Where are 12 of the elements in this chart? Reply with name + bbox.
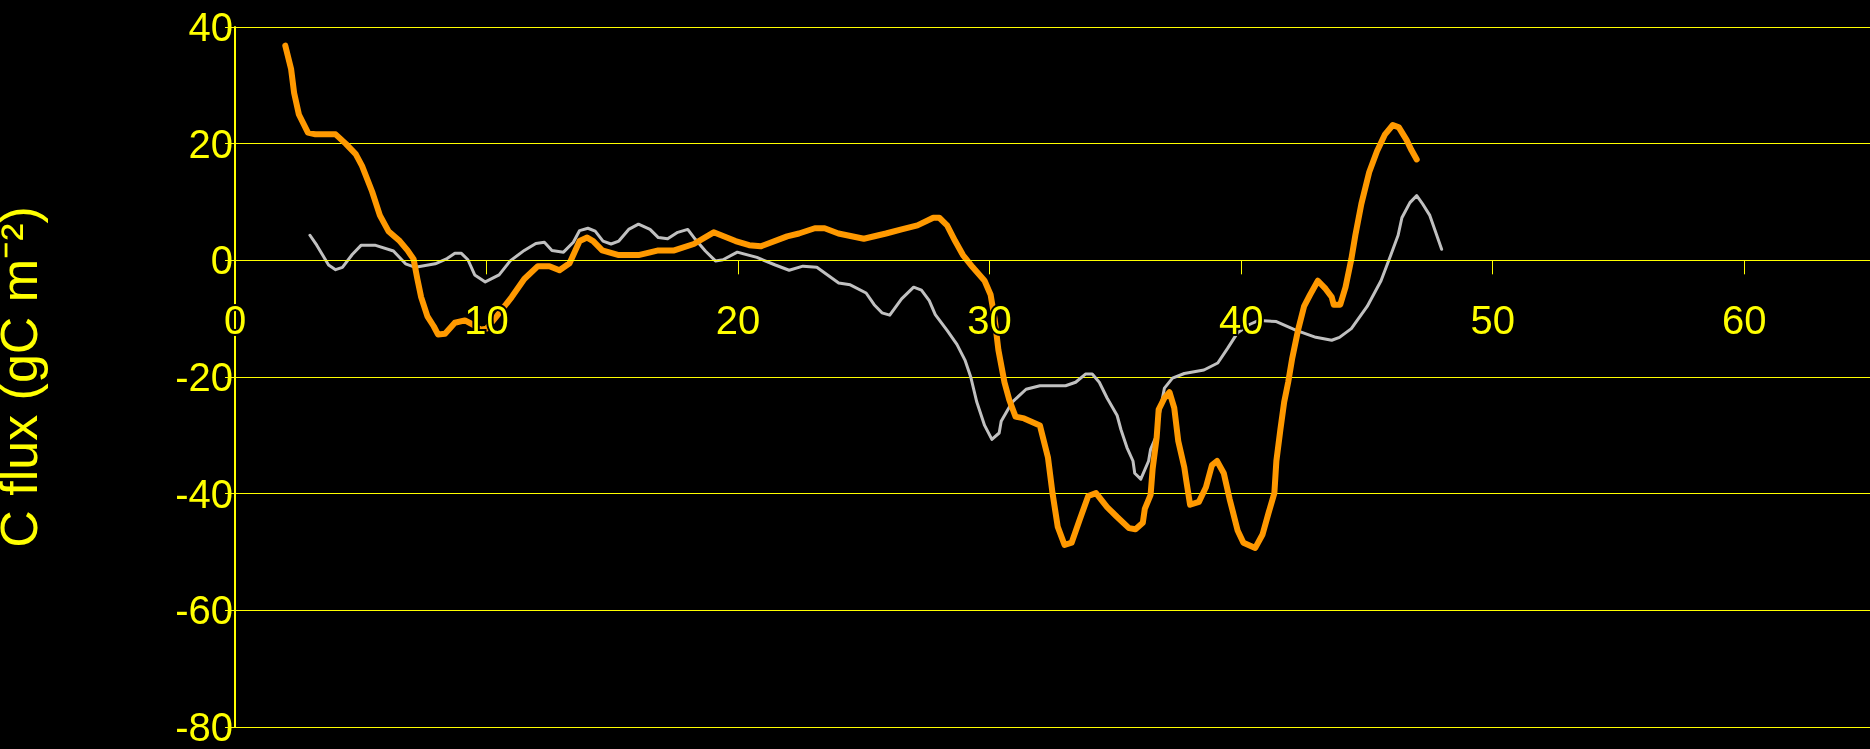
y-tick-label: -80	[175, 705, 233, 749]
x-tick-label: 60	[1721, 298, 1767, 343]
y-tick-label: -60	[175, 588, 233, 633]
x-tick-label: 50	[1470, 298, 1515, 343]
x-tick-label: 20	[715, 298, 761, 343]
y-tick-label: 40	[188, 5, 233, 49]
y-tick-label: 20	[188, 121, 233, 166]
y-tick-label: 0	[210, 238, 233, 283]
x-tick-label: 40	[1218, 298, 1264, 343]
y-tick-label: -20	[175, 355, 233, 399]
y-tick-label: -40	[175, 471, 233, 516]
line-series	[308, 194, 1444, 481]
